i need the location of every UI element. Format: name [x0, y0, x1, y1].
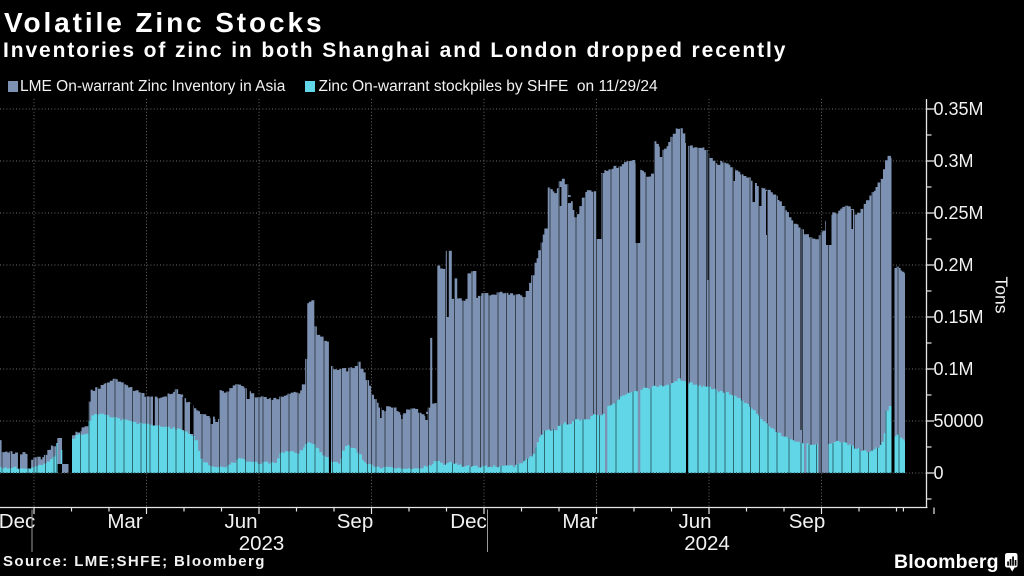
svg-text:0.2M: 0.2M — [934, 255, 974, 275]
svg-text:Dec: Dec — [0, 510, 35, 533]
svg-text:Sep: Sep — [789, 510, 825, 533]
svg-text:Mar: Mar — [562, 510, 597, 533]
svg-text:0.3M: 0.3M — [934, 151, 974, 171]
svg-text:0.35M: 0.35M — [934, 99, 984, 119]
svg-text:50000: 50000 — [934, 411, 984, 431]
svg-text:Jun: Jun — [224, 510, 257, 533]
svg-text:0: 0 — [934, 463, 944, 483]
svg-text:0.25M: 0.25M — [934, 203, 984, 223]
svg-text:Sep: Sep — [337, 510, 373, 533]
svg-text:Dec: Dec — [450, 510, 486, 533]
svg-text:2023: 2023 — [239, 532, 285, 555]
svg-text:Tons: Tons — [992, 277, 1012, 314]
svg-text:Jun: Jun — [678, 510, 711, 533]
svg-text:0.1M: 0.1M — [934, 359, 974, 379]
svg-text:Mar: Mar — [107, 510, 142, 533]
svg-text:2024: 2024 — [684, 532, 730, 555]
svg-text:0.15M: 0.15M — [934, 307, 984, 327]
